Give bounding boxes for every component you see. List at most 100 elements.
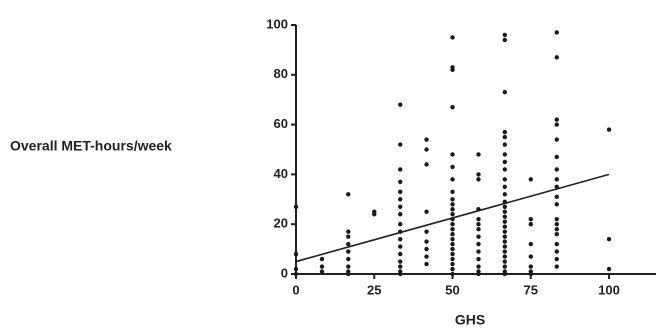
point	[450, 177, 455, 182]
point	[372, 212, 377, 217]
point	[554, 194, 559, 200]
point	[502, 167, 507, 172]
point	[476, 177, 481, 182]
y-tick-label: 0	[281, 265, 288, 280]
y-axis-label: Overall MET-hours/week	[10, 138, 172, 154]
point	[424, 239, 429, 244]
point	[450, 266, 455, 272]
point	[476, 256, 481, 262]
point	[502, 142, 507, 147]
point	[528, 241, 533, 247]
point	[476, 222, 481, 227]
point	[398, 251, 403, 257]
point	[554, 177, 559, 182]
point	[319, 264, 325, 269]
point	[528, 264, 533, 269]
point	[346, 229, 351, 234]
point	[450, 271, 455, 277]
x-axis-label: GHS	[455, 312, 485, 328]
point	[528, 177, 533, 182]
point	[502, 271, 507, 277]
point	[476, 249, 481, 254]
point	[424, 254, 429, 259]
point	[528, 271, 533, 277]
point	[398, 179, 403, 185]
point	[502, 159, 507, 165]
point	[502, 134, 507, 140]
x-tick-label: 100	[598, 282, 620, 297]
point	[450, 231, 455, 237]
point	[554, 222, 559, 227]
point	[554, 217, 559, 222]
point	[554, 249, 559, 254]
point	[528, 222, 533, 227]
x-tick-label: 75	[524, 282, 538, 297]
point	[476, 152, 481, 157]
point	[398, 264, 403, 269]
point	[424, 229, 429, 234]
point	[502, 129, 507, 135]
y-tick-label: 40	[274, 166, 288, 181]
point	[346, 241, 351, 247]
point	[502, 204, 507, 209]
point	[398, 222, 403, 227]
point	[450, 236, 455, 242]
point	[450, 222, 455, 227]
point	[502, 152, 507, 157]
point	[450, 67, 455, 73]
point	[502, 184, 507, 190]
point	[528, 254, 533, 259]
point	[346, 256, 351, 262]
point	[476, 264, 481, 269]
point	[293, 266, 299, 272]
point	[319, 256, 325, 262]
point	[450, 256, 455, 262]
point	[398, 197, 403, 202]
point	[346, 249, 351, 254]
point	[398, 259, 403, 264]
point	[398, 189, 403, 195]
point	[398, 204, 403, 209]
point	[554, 122, 559, 127]
point	[450, 104, 455, 110]
point	[346, 192, 351, 197]
point	[502, 264, 507, 269]
point	[528, 217, 533, 222]
point	[398, 102, 403, 107]
point	[424, 147, 429, 152]
x-tick-label: 25	[367, 282, 381, 297]
point	[450, 261, 455, 267]
point	[398, 212, 403, 217]
point	[502, 219, 507, 224]
point	[450, 35, 455, 40]
point	[502, 32, 507, 38]
point	[554, 264, 559, 269]
point	[554, 117, 559, 122]
point	[502, 177, 507, 182]
point	[606, 127, 612, 132]
point	[319, 269, 325, 274]
point	[424, 261, 429, 267]
point	[476, 271, 481, 277]
point	[398, 244, 403, 249]
point	[502, 254, 507, 259]
point	[424, 162, 429, 167]
point	[502, 239, 507, 244]
point	[450, 226, 455, 232]
point	[450, 189, 455, 195]
trend-line	[295, 173, 610, 263]
point	[476, 226, 481, 232]
point	[293, 271, 299, 277]
point	[424, 209, 429, 214]
point	[554, 241, 559, 247]
point	[450, 212, 455, 217]
point	[476, 241, 481, 247]
point	[476, 234, 481, 239]
point	[554, 202, 559, 207]
point	[502, 224, 507, 229]
point	[606, 236, 612, 242]
point	[554, 154, 559, 160]
point	[450, 207, 455, 212]
point	[502, 214, 507, 219]
